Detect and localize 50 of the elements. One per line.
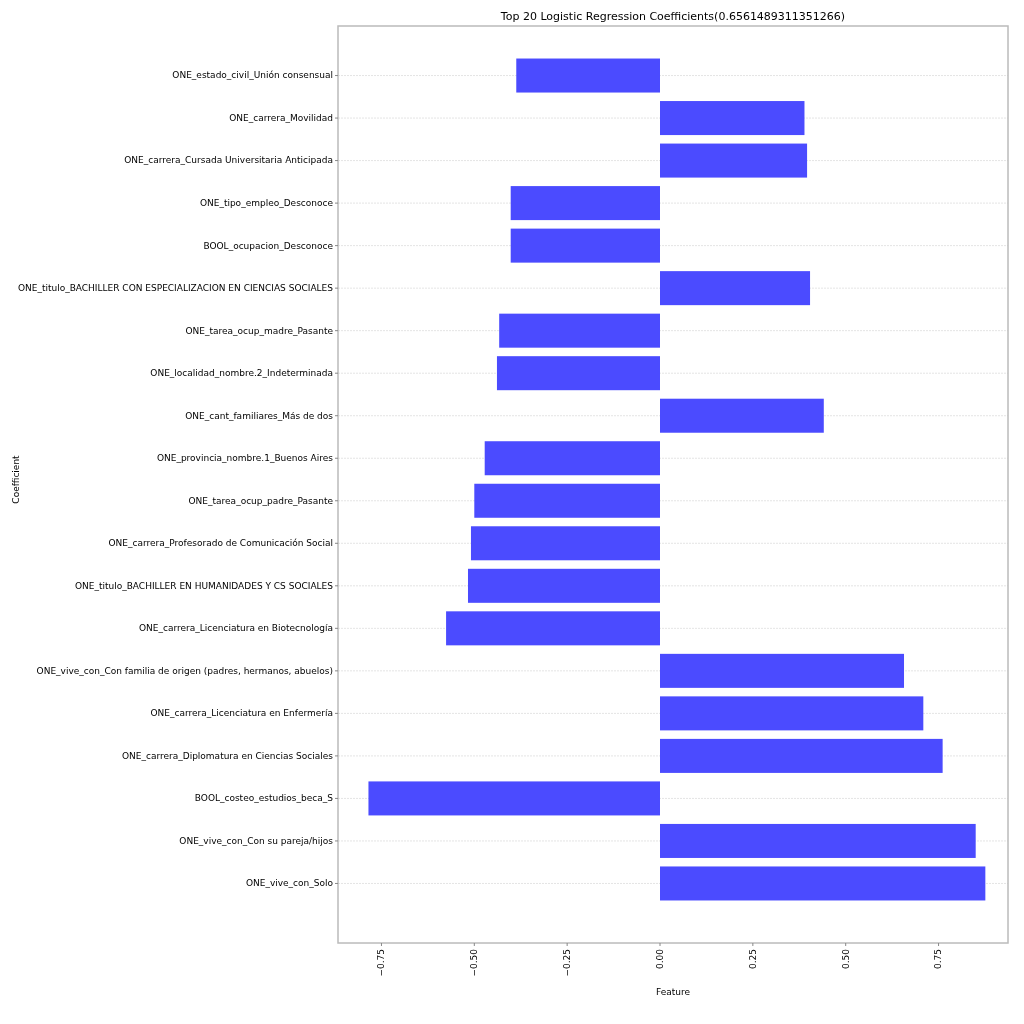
bar [446, 611, 660, 646]
y-tick-label: ONE_carrera_Profesorado de Comunicación Social [108, 538, 333, 549]
bar [660, 823, 976, 858]
bar [660, 738, 943, 773]
y-tick-label: ONE_tipo_empleo_Desconoce [199, 197, 334, 208]
bar [660, 696, 924, 731]
y-tick-label: ONE_carrera_Cursada Universitaria Anticipada [124, 155, 333, 166]
bar [660, 653, 905, 688]
y-tick-label: ONE_vive_con_Con su pareja/hijos [179, 835, 334, 846]
x-tick-label: 0.25 [747, 949, 758, 970]
y-tick-label: ONE_vive_con_Solo [245, 878, 334, 889]
bar [467, 568, 660, 603]
y-tick-label: ONE_carrera_Movilidad [229, 112, 333, 123]
bar [496, 356, 660, 391]
y-tick-label: ONE_cant_familiares_Más de dos [185, 410, 334, 421]
bar [660, 271, 811, 306]
y-tick-label: BOOL_costeo_estudios_beca_S [194, 793, 334, 804]
y-tick-label: ONE_vive_con_Con familia de origen (padres, hermanos, abuelos) [36, 665, 333, 676]
bar [470, 526, 660, 561]
y-tick-label: ONE_titulo_BACHILLER CON ESPECIALIZACION EN CIENCIAS SOCIALES [17, 283, 334, 294]
chart-title: Top 20 Logistic Regression Coefficients(0.6561489311351266) [499, 10, 846, 23]
x-axis-title: Feature [655, 987, 691, 997]
bar [510, 228, 660, 263]
y-tick-label: ONE_carrera_Diplomatura en Ciencias Sociales [121, 750, 334, 761]
x-tick-label: 0.75 [933, 949, 944, 970]
y-tick-label: ONE_tarea_ocup_madre_Pasante [185, 325, 334, 336]
bar [510, 186, 660, 221]
x-tick-label: 0.50 [840, 948, 851, 970]
x-tick-label: 0.00 [654, 948, 665, 970]
y-tick-label: ONE_carrera_Licenciatura en Biotecnología [139, 623, 333, 634]
x-tick-label: −0.50 [469, 948, 480, 977]
bar [660, 398, 824, 433]
bar [660, 143, 808, 178]
bar [516, 58, 660, 93]
y-tick-label: ONE_localidad_nombre.2_Indeterminada [150, 368, 333, 379]
bar [484, 441, 660, 476]
x-tick-label: −0.25 [562, 949, 573, 977]
x-tick-label: −0.75 [376, 949, 387, 977]
y-tick-label: ONE_provincia_nombre.1_Buenos Aires [156, 453, 334, 464]
y-tick-label: ONE_tarea_ocup_padre_Pasante [188, 495, 334, 506]
y-tick-label: ONE_estado_civil_Unión consensual [172, 70, 333, 81]
bar [499, 313, 660, 348]
bar [660, 866, 986, 901]
y-tick-label: ONE_carrera_Licenciatura en Enfermería [150, 708, 333, 719]
y-axis-title: Coefficient [10, 454, 21, 504]
bar [474, 483, 660, 518]
y-tick-label: BOOL_ocupacion_Desconoce [203, 240, 334, 251]
y-tick-label: ONE_titulo_BACHILLER EN HUMANIDADES Y CS SOCIALES [74, 580, 334, 591]
bar [660, 101, 805, 136]
bar [368, 781, 660, 816]
